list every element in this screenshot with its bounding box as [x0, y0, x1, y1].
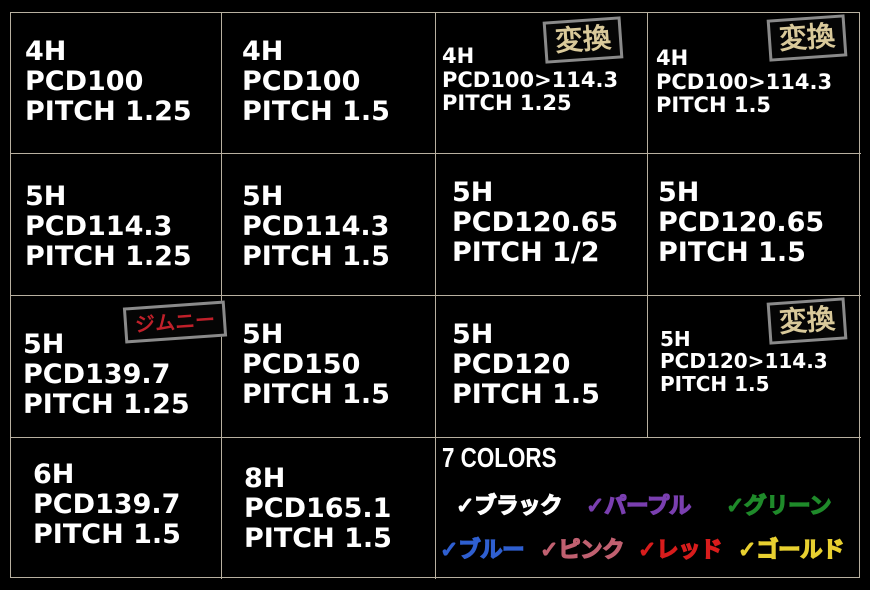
pitch: PITCH 1.25	[25, 96, 192, 128]
cell-4h-pcd100-1143-15: 4H PCD100>114.3 PITCH 1.5 変換	[648, 13, 861, 154]
convert-badge: 変換	[766, 14, 848, 62]
pitch: PITCH 1.5	[656, 93, 772, 118]
cell-5h-pcd150-15: 5H PCD150 PITCH 1.5	[222, 296, 436, 438]
holes: 5H	[242, 181, 284, 212]
cell-5h-pcd120-1143-15: 5H PCD120>114.3 PITCH 1.5 変換	[648, 296, 861, 438]
cell-5h-pcd12065-15: 5H PCD120.65 PITCH 1.5	[648, 154, 861, 296]
pitch: PITCH 1.25	[442, 91, 572, 116]
pcd: PCD150	[242, 349, 361, 381]
cell-5h-pcd120-15: 5H PCD120 PITCH 1.5	[436, 296, 648, 438]
color-black: ✓ブラック	[455, 493, 563, 520]
pcd: PCD100>114.3	[442, 67, 619, 92]
holes: 4H	[25, 36, 67, 67]
holes: 5H	[452, 319, 494, 350]
pitch: PITCH 1.5	[242, 96, 390, 128]
cell-4h-pcd100-125: 4H PCD100 PITCH 1.25	[11, 13, 222, 154]
color-gold: ✓ゴールド	[737, 537, 845, 564]
cell-4h-pcd100-15: 4H PCD100 PITCH 1.5	[222, 13, 436, 154]
convert-badge: 変換	[766, 297, 848, 345]
pitch: PITCH 1.5	[452, 379, 600, 411]
pitch: PITCH 1.5	[658, 237, 806, 269]
jimny-badge: ジムニー	[122, 300, 228, 344]
pitch: PITCH 1.5	[242, 241, 390, 273]
cell-4h-pcd100-1143-125: 4H PCD100>114.3 PITCH 1.25 変換	[436, 13, 648, 154]
pitch: PITCH 1/2	[452, 237, 600, 269]
pitch: PITCH 1.5	[660, 371, 770, 396]
pcd: PCD120>114.3	[660, 349, 828, 374]
color-purple: ✓パープル	[585, 493, 692, 520]
holes: 5H	[25, 181, 67, 212]
holes: 4H	[442, 44, 475, 68]
cell-5h-pcd12065-12: 5H PCD120.65 PITCH 1/2	[436, 154, 648, 296]
holes: 5H	[242, 319, 284, 350]
cell-5h-pcd1143-15: 5H PCD114.3 PITCH 1.5	[222, 154, 436, 296]
pcd: PCD120.65	[452, 207, 619, 239]
holes: 6H	[33, 459, 75, 490]
pcd: PCD100>114.3	[656, 69, 833, 94]
pcd: PCD114.3	[242, 211, 390, 243]
pitch: PITCH 1.5	[242, 379, 390, 411]
holes: 5H	[658, 177, 700, 208]
pcd: PCD139.7	[33, 489, 181, 521]
holes: 4H	[656, 46, 689, 70]
holes: 8H	[244, 463, 286, 494]
pcd: PCD100	[25, 66, 144, 98]
pcd: PCD165.1	[244, 493, 392, 525]
pitch: PITCH 1.5	[33, 519, 181, 551]
holes: 4H	[242, 36, 284, 67]
color-blue: ✓ブルー	[439, 537, 525, 564]
pcd: PCD120.65	[658, 207, 825, 239]
pcd: PCD120	[452, 349, 571, 381]
colors-title: 7 COLORS	[442, 442, 557, 473]
pcd: PCD114.3	[25, 211, 173, 243]
pitch: PITCH 1.5	[244, 523, 392, 555]
holes: 5H	[452, 177, 494, 208]
pcd: PCD100	[242, 66, 361, 98]
pcd-grid: 4H PCD100 PITCH 1.25 4H PCD100 PITCH 1.5 4H P…	[10, 12, 861, 579]
cell-6h-pcd1397-15: 6H PCD139.7 PITCH 1.5	[11, 438, 222, 579]
color-red: ✓レッド	[637, 537, 723, 564]
colors-section: 7 COLORS ✓ブラック ✓パープル ✓グリーン ✓ブルー ✓ピンク ✓レッ…	[436, 438, 861, 579]
convert-badge: 変換	[542, 16, 624, 64]
color-green: ✓グリーン	[725, 493, 832, 520]
pitch: PITCH 1.25	[25, 241, 192, 273]
color-pink: ✓ピンク	[539, 537, 625, 564]
cell-5h-pcd1143-125: 5H PCD114.3 PITCH 1.25	[11, 154, 222, 296]
cell-8h-pcd1651-15: 8H PCD165.1 PITCH 1.5	[222, 438, 436, 579]
holes: 5H	[23, 329, 65, 360]
pitch: PITCH 1.25	[23, 389, 190, 421]
holes: 5H	[660, 327, 691, 351]
pcd: PCD139.7	[23, 359, 171, 391]
cell-5h-pcd1397-125: 5H PCD139.7 PITCH 1.25 ジムニー	[11, 296, 228, 438]
